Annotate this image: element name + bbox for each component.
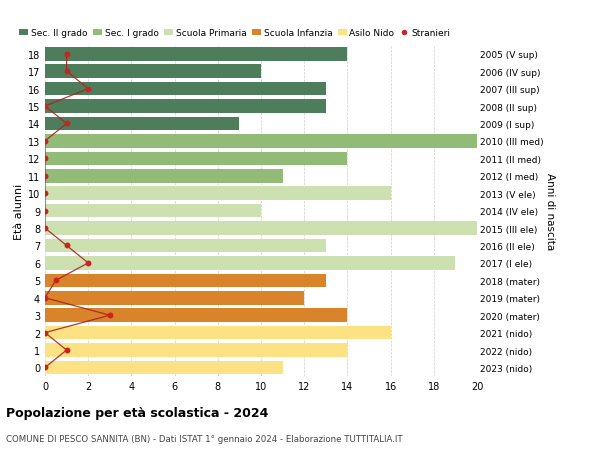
Bar xyxy=(45,291,304,305)
Point xyxy=(40,103,50,111)
Point xyxy=(62,242,71,250)
Legend: Sec. II grado, Sec. I grado, Scuola Primaria, Scuola Infanzia, Asilo Nido, Stran: Sec. II grado, Sec. I grado, Scuola Prim… xyxy=(19,29,451,38)
Point xyxy=(40,190,50,197)
Point xyxy=(40,294,50,302)
Y-axis label: Anni di nascita: Anni di nascita xyxy=(545,173,554,250)
Point xyxy=(83,260,93,267)
Bar xyxy=(45,100,326,113)
Point xyxy=(51,277,61,285)
Point xyxy=(40,225,50,232)
Bar xyxy=(45,239,326,253)
Bar xyxy=(45,83,326,96)
Point xyxy=(40,173,50,180)
Bar xyxy=(45,257,455,270)
Bar xyxy=(45,343,347,357)
Bar xyxy=(45,187,391,201)
Point xyxy=(40,364,50,371)
Point xyxy=(62,347,71,354)
Point xyxy=(62,51,71,58)
Point xyxy=(83,86,93,93)
Point xyxy=(40,155,50,162)
Bar xyxy=(45,48,347,62)
Text: COMUNE DI PESCO SANNITA (BN) - Dati ISTAT 1° gennaio 2024 - Elaborazione TUTTITA: COMUNE DI PESCO SANNITA (BN) - Dati ISTA… xyxy=(6,434,403,443)
Y-axis label: Età alunni: Età alunni xyxy=(14,183,23,239)
Point xyxy=(62,121,71,128)
Point xyxy=(105,312,115,319)
Point xyxy=(40,207,50,215)
Bar xyxy=(45,135,477,148)
Bar xyxy=(45,118,239,131)
Bar xyxy=(45,309,347,322)
Bar xyxy=(45,152,347,166)
Text: Popolazione per età scolastica - 2024: Popolazione per età scolastica - 2024 xyxy=(6,406,268,419)
Bar xyxy=(45,65,261,79)
Bar xyxy=(45,204,261,218)
Bar xyxy=(45,222,477,235)
Point xyxy=(40,138,50,145)
Bar xyxy=(45,169,283,183)
Bar xyxy=(45,361,283,375)
Bar xyxy=(45,326,391,340)
Point xyxy=(62,68,71,76)
Bar xyxy=(45,274,326,287)
Point xyxy=(40,329,50,336)
